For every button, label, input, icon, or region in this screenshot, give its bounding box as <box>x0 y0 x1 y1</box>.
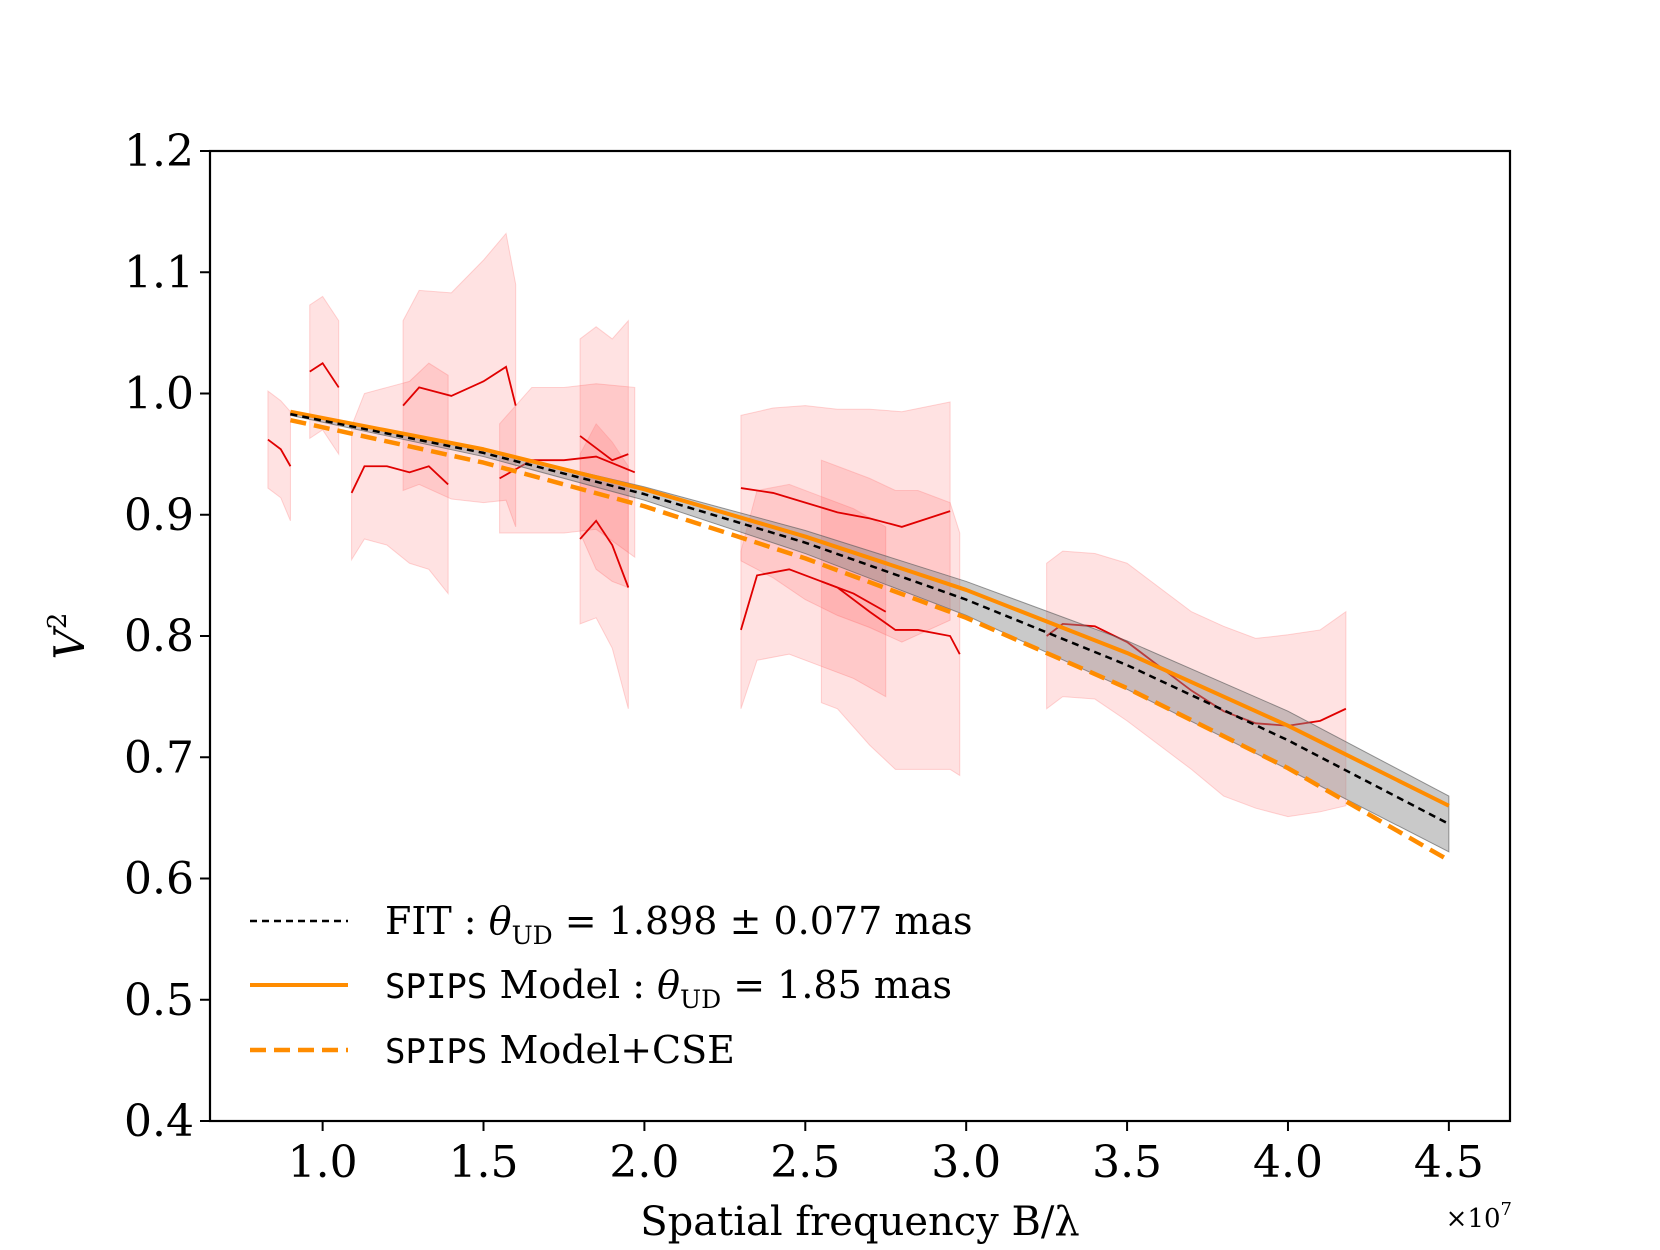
observation-error-band <box>267 390 291 522</box>
observation-curve <box>350 465 449 494</box>
y-tick-label: 1.2 <box>124 126 194 177</box>
observation-curve <box>267 438 292 467</box>
y-tick-label: 1.0 <box>124 369 194 420</box>
spips-cse-line <box>289 417 1450 863</box>
y-tick-label: 0.7 <box>124 732 194 783</box>
observations-layer <box>267 232 1347 818</box>
observation-curve <box>740 487 951 528</box>
observation-curve <box>402 365 517 407</box>
legend-label-spips-cse: SPIPS Model+CSE <box>385 1028 735 1072</box>
observation-curve <box>740 568 887 631</box>
observation-error-band <box>579 422 629 709</box>
observation-curve <box>309 361 340 388</box>
observation-curve <box>579 435 629 462</box>
x-axis-offset-label: ×107 <box>1446 1199 1512 1234</box>
observation-error-band <box>820 459 961 777</box>
x-tick-label: 4.5 <box>1414 1137 1484 1188</box>
x-tick-label: 1.0 <box>288 1137 358 1188</box>
y-tick-label: 0.9 <box>124 490 194 541</box>
observation-curve <box>821 580 961 655</box>
x-tick-label: 2.5 <box>770 1137 840 1188</box>
observation-curve <box>579 519 630 588</box>
observation-error-band <box>740 401 951 643</box>
fit-uncertainty-band <box>289 412 1450 853</box>
y-tick-label: 0.8 <box>124 611 194 662</box>
axis-layer: 1.0 1.5 2.0 2.5 3.0 3.5 4.0 4.5 0.4 0.5 0.6 0.7 0.8 0… <box>124 126 1484 1188</box>
legend-label-fit: FIT : θUD = 1.898 ± 0.077 mas <box>385 899 973 950</box>
y-tick-label: 0.4 <box>124 1096 194 1147</box>
legend: FIT : θUD = 1.898 ± 0.077 mas SPIPS Mode… <box>250 899 973 1072</box>
observation-error-band <box>402 232 517 528</box>
x-tick-label: 2.0 <box>609 1137 679 1188</box>
spips-model-line <box>290 409 1450 808</box>
y-tick-label: 0.6 <box>124 854 194 905</box>
y-axis-label: V2 <box>43 613 94 660</box>
observation-error-band <box>351 362 449 595</box>
x-axis-label: Spatial frequency B/λ <box>640 1199 1079 1245</box>
legend-label-spips-model: SPIPS Model : θUD = 1.85 mas <box>385 963 952 1014</box>
y-tick-label: 1.1 <box>124 247 194 298</box>
observation-error-band <box>740 483 887 709</box>
fit-line <box>290 412 1450 826</box>
x-tick-label: 3.0 <box>931 1137 1001 1188</box>
x-tick-label: 3.5 <box>1092 1137 1162 1188</box>
x-tick-label: 4.0 <box>1253 1137 1323 1188</box>
model-layer <box>289 409 1450 863</box>
observation-error-band <box>309 295 340 456</box>
y-tick-label: 0.5 <box>124 975 194 1026</box>
x-tick-label: 1.5 <box>449 1137 519 1188</box>
